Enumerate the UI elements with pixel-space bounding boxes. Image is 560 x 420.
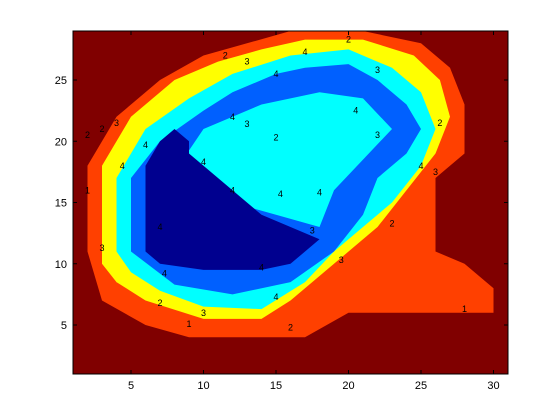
contour-label: 2 xyxy=(85,130,90,140)
contour-label: 4 xyxy=(230,185,235,195)
contour-label: 3 xyxy=(310,226,315,236)
contour-label: 4 xyxy=(120,161,125,171)
contour-label: 2 xyxy=(273,133,278,143)
contour-label: 4 xyxy=(317,188,322,198)
contour-label: 2 xyxy=(389,218,394,228)
contour-label: 3 xyxy=(375,130,380,140)
contour-label: 4 xyxy=(143,140,148,150)
contour-label: 3 xyxy=(433,167,438,177)
contour-label: 4 xyxy=(353,106,358,116)
contour-label: 4 xyxy=(418,161,423,171)
contour-label: 4 xyxy=(157,222,162,232)
x-tick-label: 5 xyxy=(128,380,134,392)
x-tick-label: 15 xyxy=(270,380,282,392)
contour-label: 3 xyxy=(114,118,119,128)
contour-regions xyxy=(73,31,508,374)
y-tick-label: 5 xyxy=(61,320,67,332)
contour-label: 2 xyxy=(437,118,442,128)
contour-label: 1 xyxy=(462,304,467,314)
x-tick-label: 20 xyxy=(342,380,354,392)
contour-label: 1 xyxy=(186,319,191,329)
contour-label: 4 xyxy=(273,69,278,79)
contour-label: 4 xyxy=(201,157,206,167)
x-tick-label: 30 xyxy=(487,380,499,392)
y-tick-label: 10 xyxy=(55,259,67,271)
x-tick-label: 25 xyxy=(415,380,427,392)
contour-label: 4 xyxy=(278,189,283,199)
contour-label: 2 xyxy=(346,35,351,45)
contour-label: 3 xyxy=(201,308,206,318)
x-axis: 5 10 15 20 25 30 xyxy=(128,31,500,392)
contour-region-level-5 xyxy=(145,129,320,270)
contour-label: 4 xyxy=(162,269,167,279)
contour-label: 4 xyxy=(230,112,235,122)
contour-label: 3 xyxy=(244,119,249,129)
y-tick-label: 25 xyxy=(55,75,67,87)
contour-label: 2 xyxy=(223,51,228,61)
contour-label: 4 xyxy=(273,292,278,302)
y-axis: 5 10 15 20 25 xyxy=(55,75,508,332)
x-tick-label: 10 xyxy=(197,380,209,392)
contour-label: 3 xyxy=(375,65,380,75)
contour-label: 4 xyxy=(302,47,307,57)
contour-label: 3 xyxy=(244,57,249,67)
contour-label: 4 xyxy=(259,262,264,272)
contour-label: 2 xyxy=(157,298,162,308)
contour-label: 3 xyxy=(99,243,104,253)
y-tick-label: 20 xyxy=(55,136,67,148)
contour-label: 3 xyxy=(339,255,344,265)
contour-label: 1 xyxy=(85,185,90,195)
y-tick-label: 15 xyxy=(55,198,67,210)
contour-label: 2 xyxy=(288,322,293,332)
contour-label: 2 xyxy=(99,124,104,134)
